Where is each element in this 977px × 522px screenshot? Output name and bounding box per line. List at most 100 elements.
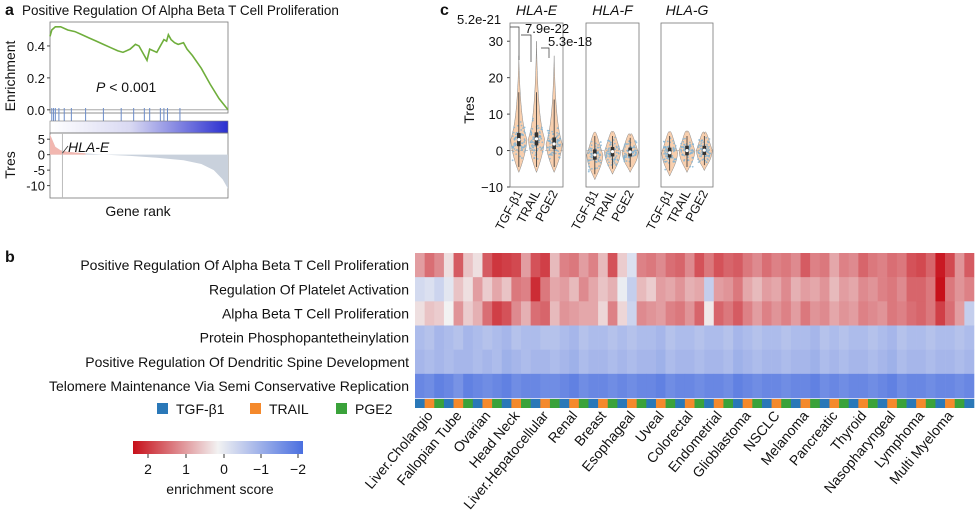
violin-point [633, 145, 636, 147]
treatment-strip-cell [636, 399, 647, 408]
heatmap-cell [867, 325, 878, 350]
treatment-strip-cell [665, 399, 676, 408]
violin-point [673, 149, 676, 151]
heatmap-cell [424, 253, 435, 278]
heatmap-cell [443, 301, 454, 326]
violin-point [513, 148, 516, 150]
violin-point [532, 117, 534, 120]
heatmap-cell [829, 301, 840, 326]
heatmap-cell [453, 325, 464, 350]
heatmap-cell [839, 325, 850, 350]
heatmap-cell [665, 301, 676, 326]
violin-point [559, 143, 562, 146]
heatmap-cell [887, 325, 898, 350]
heatmap-cell [800, 277, 811, 302]
heatmap-cell [482, 301, 493, 326]
violin-point [688, 148, 691, 150]
violin-point [664, 151, 667, 154]
heatmap-cell [607, 301, 618, 326]
violin-point [524, 149, 527, 151]
heatmap-cell [482, 325, 493, 350]
panel-c-ytick-label: 30 [489, 34, 503, 49]
treatment-strip-cell [887, 399, 898, 408]
violin-point [671, 156, 674, 159]
heatmap-cell [559, 277, 570, 302]
treatment-strip-cell [617, 399, 628, 408]
heatmap-cell [819, 301, 830, 326]
violin-point [521, 145, 523, 148]
heatmap-cell [954, 277, 965, 302]
violin-point [623, 160, 626, 163]
heatmap-cell [627, 325, 637, 350]
panel-c-ytick-label: −10 [481, 180, 503, 195]
violin-point [588, 162, 591, 165]
heatmap-cell [945, 277, 956, 302]
heatmap-cell [916, 301, 927, 326]
treatment-strip-cell [800, 399, 811, 408]
violin-point [697, 158, 699, 161]
violin-point [556, 138, 559, 141]
panel-a-ylabel-bottom: Tres [2, 151, 18, 178]
violin-point [597, 152, 600, 155]
heatmap-cell [800, 301, 811, 326]
violin-point [625, 154, 627, 157]
violin-point [546, 139, 549, 142]
tres-area-positive [50, 134, 86, 155]
heatmap-cell [742, 253, 753, 278]
treatment-strip-cell [916, 399, 927, 408]
heatmap-cell [800, 349, 811, 375]
violin-point [513, 137, 516, 140]
heatmap-cell [646, 301, 657, 326]
violin-point [682, 140, 685, 143]
violin-point [520, 124, 523, 127]
heatmap-cell [598, 325, 609, 350]
heatmap-cell [569, 277, 580, 302]
heatmap-cell [713, 349, 724, 375]
heatmap-cell [877, 277, 888, 302]
heatmap-cell [945, 373, 956, 399]
violin-point [689, 165, 692, 168]
heatmap-cell [627, 349, 637, 375]
panel-a-gene-label: HLA-E [68, 139, 110, 155]
heatmap-cell [472, 253, 483, 278]
heatmap-cell [424, 301, 435, 326]
treatment-strip-cell [906, 399, 917, 408]
violin-point [531, 119, 534, 122]
heatmap-cell [578, 301, 589, 326]
heatmap-cell [877, 253, 888, 278]
heatmap-cell [800, 253, 811, 278]
heatmap-cell [607, 253, 618, 278]
heatmap-cell [704, 277, 715, 302]
heatmap-cell [675, 277, 686, 302]
heatmap-cell [896, 253, 907, 278]
heatmap-cell [453, 301, 464, 326]
colorbar-tick-label: −1 [253, 461, 269, 477]
treatment-strip-cell [867, 399, 878, 408]
heatmap-cell [752, 373, 763, 399]
heatmap-cell [684, 277, 695, 302]
violin-point [532, 146, 535, 149]
heatmap-cell [771, 349, 782, 375]
heatmap-cell [752, 325, 763, 350]
violin-point [511, 146, 514, 149]
violin-point [687, 159, 689, 162]
violin-median [628, 150, 632, 154]
legend-label: TGF-β1 [176, 401, 225, 417]
violin-point [704, 155, 707, 158]
violin-point [608, 155, 611, 158]
heatmap-cell [742, 349, 753, 375]
violin-point [530, 132, 533, 135]
heatmap-cell [723, 325, 734, 350]
heatmap-cell [839, 349, 850, 375]
violin-point [674, 145, 677, 147]
violin-point [607, 139, 609, 142]
treatment-strip-cell [598, 399, 609, 408]
treatment-strip-cell [530, 399, 541, 408]
violin-point [605, 156, 607, 159]
heatmap-cell [694, 325, 705, 350]
heatmap-cell [521, 277, 531, 302]
heatmap-cell [627, 253, 637, 278]
heatmap-cell [607, 349, 618, 375]
heatmap-cell [521, 349, 531, 375]
